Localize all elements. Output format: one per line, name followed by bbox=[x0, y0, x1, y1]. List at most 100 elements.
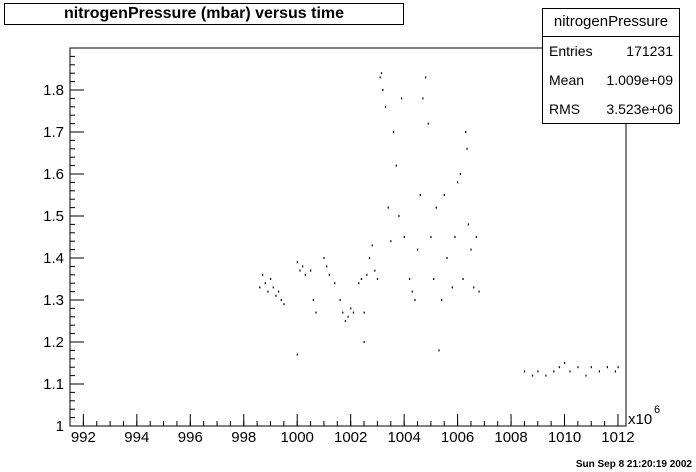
stats-title: nitrogenPressure bbox=[543, 9, 679, 37]
data-point bbox=[435, 206, 437, 209]
data-point bbox=[352, 311, 355, 314]
x-tick-label: 994 bbox=[124, 429, 149, 446]
data-point bbox=[466, 147, 468, 150]
data-point bbox=[261, 273, 264, 276]
x-tick-label: 1000 bbox=[281, 429, 314, 446]
data-point bbox=[315, 311, 317, 314]
data-point bbox=[438, 349, 440, 352]
data-point bbox=[350, 307, 352, 310]
data-point bbox=[545, 374, 547, 377]
data-point bbox=[384, 105, 387, 108]
data-point bbox=[441, 299, 443, 301]
x-tick-label: 1002 bbox=[334, 429, 367, 446]
data-point bbox=[278, 290, 280, 293]
data-point bbox=[259, 286, 261, 289]
data-point bbox=[392, 131, 395, 133]
data-point bbox=[558, 366, 560, 369]
y-tick-label: 1.4 bbox=[43, 250, 64, 267]
x-tick-label: 1008 bbox=[494, 429, 527, 446]
data-point bbox=[414, 299, 416, 301]
stats-label: RMS bbox=[549, 101, 581, 117]
data-point bbox=[475, 236, 478, 238]
x-tick-label: 1010 bbox=[548, 429, 581, 446]
data-point bbox=[310, 269, 312, 272]
data-point bbox=[473, 286, 475, 289]
data-point bbox=[433, 278, 435, 280]
data-point bbox=[272, 286, 274, 289]
x-multiplier-base: x10 bbox=[628, 411, 652, 428]
y-tick-label: 1.6 bbox=[43, 166, 64, 183]
data-point bbox=[422, 97, 424, 100]
data-point bbox=[312, 299, 314, 301]
data-point bbox=[267, 290, 269, 293]
data-point bbox=[328, 273, 330, 276]
x-tick-label: 996 bbox=[178, 429, 203, 446]
y-tick-label: 1.5 bbox=[43, 208, 64, 225]
data-point bbox=[454, 236, 456, 238]
data-point bbox=[531, 374, 534, 377]
data-point bbox=[411, 290, 413, 293]
data-point bbox=[443, 194, 445, 196]
data-point bbox=[264, 282, 266, 285]
data-point bbox=[363, 341, 365, 343]
data-point bbox=[585, 374, 587, 377]
data-point bbox=[598, 370, 600, 373]
stats-row-mean: Mean 1.009e+09 bbox=[543, 66, 679, 95]
data-point bbox=[457, 181, 459, 184]
x-tick-label: 1006 bbox=[441, 429, 474, 446]
stats-value: 1.009e+09 bbox=[606, 72, 673, 88]
data-point bbox=[380, 72, 383, 75]
data-point bbox=[302, 265, 304, 268]
plot-frame bbox=[69, 47, 627, 427]
data-point bbox=[360, 278, 363, 280]
data-point bbox=[569, 370, 571, 373]
data-point bbox=[395, 164, 397, 167]
data-point bbox=[275, 294, 277, 297]
data-point bbox=[577, 366, 579, 369]
y-tick-label: 1.1 bbox=[43, 376, 64, 393]
stats-value: 171231 bbox=[626, 43, 673, 59]
data-point bbox=[323, 257, 325, 259]
y-tick-label: 1.2 bbox=[43, 334, 64, 351]
stats-label: Entries bbox=[549, 43, 593, 59]
data-point bbox=[590, 366, 592, 369]
data-point bbox=[363, 311, 365, 314]
data-point bbox=[374, 269, 376, 272]
data-point bbox=[368, 257, 371, 259]
data-point bbox=[390, 240, 392, 243]
data-point bbox=[344, 320, 347, 322]
x-multiplier: x10 6 bbox=[628, 404, 660, 428]
data-point bbox=[400, 97, 403, 100]
data-point bbox=[358, 282, 360, 285]
stats-label: Mean bbox=[549, 72, 585, 88]
data-point bbox=[296, 353, 298, 356]
data-point bbox=[427, 122, 429, 125]
data-point bbox=[417, 248, 419, 251]
data-point bbox=[430, 236, 432, 238]
data-point bbox=[478, 290, 480, 293]
data-point bbox=[339, 299, 341, 301]
y-tick-label: 1.8 bbox=[43, 82, 64, 99]
data-point bbox=[379, 76, 381, 79]
x-tick-label: 998 bbox=[231, 429, 256, 446]
data-point bbox=[371, 244, 373, 247]
data-point bbox=[403, 236, 405, 238]
data-point bbox=[462, 278, 464, 280]
data-point bbox=[537, 370, 539, 373]
data-point bbox=[470, 248, 472, 251]
data-point bbox=[296, 261, 298, 264]
data-point bbox=[419, 194, 421, 196]
data-point bbox=[465, 131, 467, 133]
data-point bbox=[299, 269, 301, 272]
chart-title: nitrogenPressure (mbar) versus time bbox=[4, 3, 404, 25]
axis-ticks: 992 994 996 998 1000 1002 1004 1006 1008 1010 1012… bbox=[43, 47, 635, 446]
y-tick-label: 1.3 bbox=[43, 292, 64, 309]
data-point bbox=[326, 265, 328, 268]
data-point bbox=[467, 223, 469, 226]
stats-value: 3.523e+06 bbox=[606, 101, 673, 117]
stats-row-entries: Entries 171231 bbox=[543, 37, 679, 66]
data-point bbox=[269, 278, 272, 280]
data-point bbox=[446, 257, 448, 259]
data-point bbox=[283, 303, 285, 306]
data-point bbox=[614, 370, 617, 373]
